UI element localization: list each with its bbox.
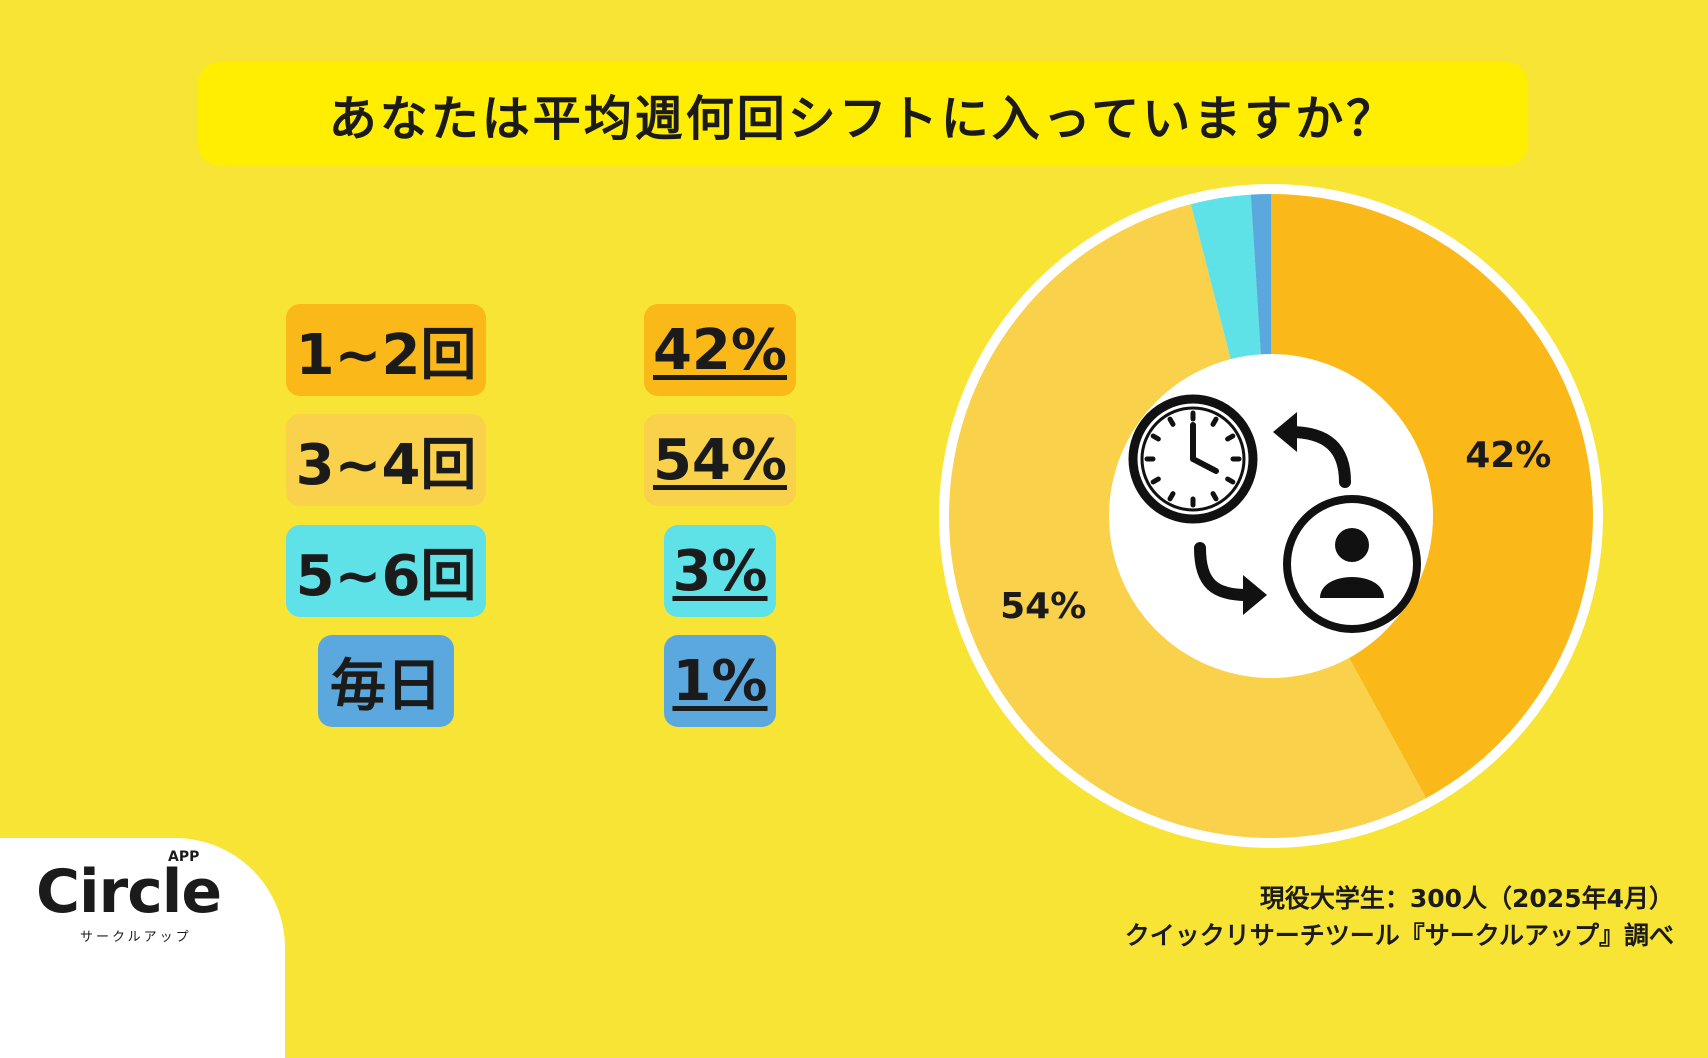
legend-pct-text: 1% — [672, 648, 768, 714]
donut-chart: 42% 54% — [939, 184, 1603, 848]
source-line-2: クイックリサーチツール『サークルアップ』調べ — [1124, 921, 1674, 950]
legend-pct-text: 3% — [672, 538, 768, 604]
clock-tick — [1225, 476, 1236, 485]
source-note: 現役大学生：300人（2025年4月） クイックリサーチツール『サークルアップ』… — [1125, 880, 1674, 954]
legend-pct-1: 42% — [644, 304, 796, 396]
legend-label-3: 5~6回 — [286, 525, 486, 617]
legend-label-text: 5~6回 — [295, 543, 477, 609]
legend-label-2: 3~4回 — [286, 414, 486, 506]
legend-pct-2: 54% — [644, 414, 796, 506]
pie-data-label-2: 54% — [1000, 586, 1086, 627]
clock-tick — [1225, 433, 1236, 442]
clock-tick — [1150, 476, 1161, 485]
legend-label-1: 1~2回 — [286, 304, 486, 396]
clock-tick — [1167, 491, 1176, 502]
legend-label-4: 毎日 — [318, 635, 454, 727]
chart-data-labels: 42% 54% — [1000, 435, 1551, 627]
legend-pct-text: 54% — [652, 427, 788, 493]
legend-label-text: 3~4回 — [295, 432, 477, 498]
person-icon — [1283, 495, 1421, 633]
title-box: あなたは平均週何回シフトに入っていますか？ — [198, 62, 1528, 166]
legend-label-text: 1~2回 — [295, 322, 477, 388]
clock-tick — [1210, 416, 1219, 427]
clock-tick — [1210, 491, 1219, 502]
arrow-curved-left-icon — [1273, 412, 1351, 488]
source-line-1: 現役大学生：300人（2025年4月） — [1259, 884, 1674, 913]
legend-pct-3: 3% — [664, 525, 776, 617]
legend-pct-4: 1% — [664, 635, 776, 727]
logo-app-badge: APP — [168, 849, 200, 865]
clock-icon — [1128, 394, 1258, 524]
clock-tick — [1150, 433, 1161, 442]
chart-title: あなたは平均週何回シフトに入っていますか？ — [328, 91, 1398, 147]
logo-subtitle: サークルアップ — [80, 930, 192, 945]
logo-wordmark: Circle — [36, 857, 222, 927]
clock-tick — [1167, 416, 1176, 427]
legend-label-text: 毎日 — [330, 653, 442, 719]
arrow-curved-right-icon — [1194, 542, 1267, 615]
legend-pct-text: 42% — [652, 317, 788, 383]
pie-data-label-1: 42% — [1465, 435, 1551, 476]
